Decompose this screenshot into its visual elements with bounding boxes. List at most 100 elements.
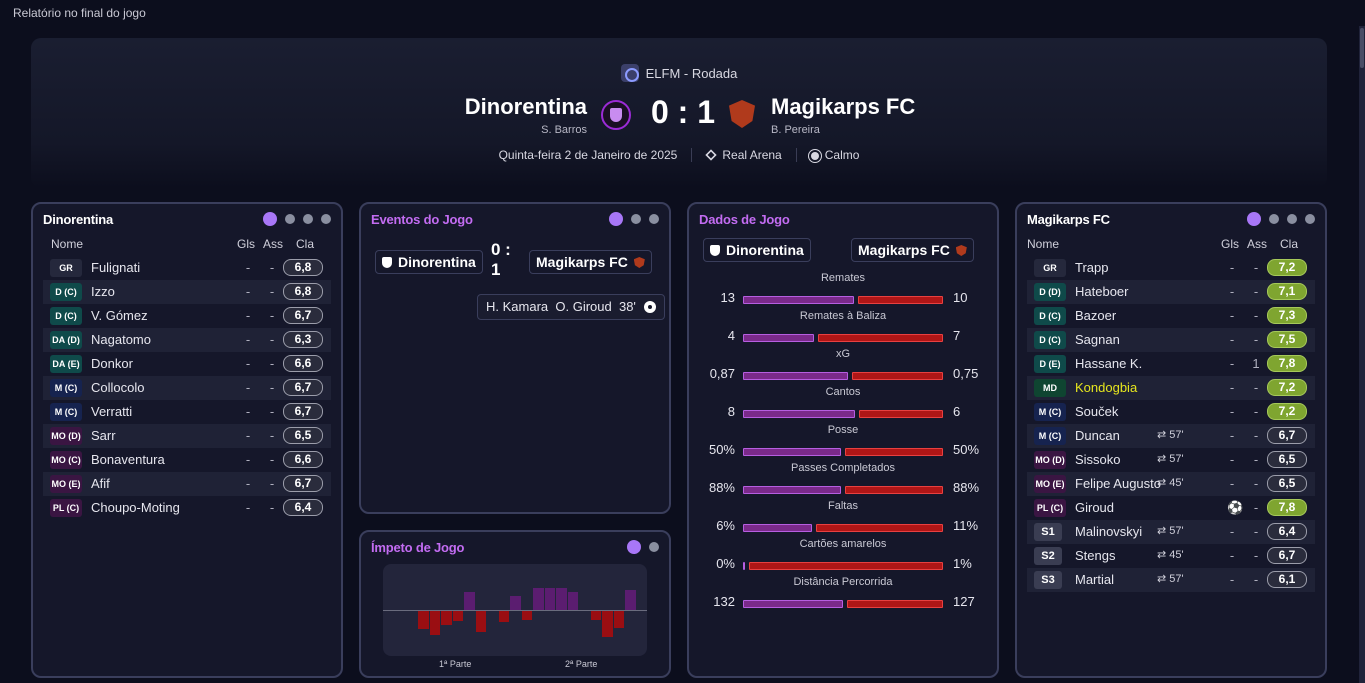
player-row[interactable]: D (C) Izzo - -6,8 bbox=[43, 280, 331, 304]
position-badge: GR bbox=[50, 259, 82, 277]
player-name[interactable]: Duncan bbox=[1075, 428, 1120, 443]
stat-away-value: 127 bbox=[953, 594, 975, 609]
player-row[interactable]: S2 Stengs ⇄ 45' - -6,7 bbox=[1027, 544, 1315, 568]
momentum-bar bbox=[613, 611, 624, 628]
player-row[interactable]: S1 Malinovskyi ⇄ 57' - -6,4 bbox=[1027, 520, 1315, 544]
player-name[interactable]: Hassane K. bbox=[1075, 356, 1143, 371]
player-name[interactable]: Choupo-Moting bbox=[91, 500, 180, 515]
home-team-name[interactable]: Dinorentina bbox=[464, 94, 587, 119]
pager-dot-2[interactable] bbox=[285, 214, 295, 224]
player-row[interactable]: MO (D) Sarr - -6,5 bbox=[43, 424, 331, 448]
pager-dot-1[interactable] bbox=[263, 212, 277, 226]
player-name[interactable]: Bonaventura bbox=[91, 452, 165, 467]
player-name[interactable]: Felipe Augusto bbox=[1075, 476, 1162, 491]
col-rating[interactable]: Cla bbox=[1280, 237, 1299, 251]
pager-dot-2[interactable] bbox=[649, 542, 659, 552]
player-name[interactable]: Giroud bbox=[1075, 500, 1115, 515]
player-name[interactable]: Hateboer bbox=[1075, 284, 1129, 299]
player-name[interactable]: Verratti bbox=[91, 404, 133, 419]
pager-dot-4[interactable] bbox=[321, 214, 331, 224]
player-row[interactable]: MO (E) Felipe Augusto ⇄ 45' - -6,5 bbox=[1027, 472, 1315, 496]
col-name[interactable]: Nome bbox=[51, 237, 84, 251]
player-row[interactable]: D (D) Hateboer - -7,1 bbox=[1027, 280, 1315, 304]
pager-dot-2[interactable] bbox=[1269, 214, 1279, 224]
position-badge: D (C) bbox=[1034, 307, 1066, 325]
player-name[interactable]: Nagatomo bbox=[91, 332, 151, 347]
player-row[interactable]: M (C) Collocolo - -6,7 bbox=[43, 376, 331, 400]
player-name[interactable]: Bazoer bbox=[1075, 308, 1117, 323]
player-row[interactable]: M (C) Verratti - -6,7 bbox=[43, 400, 331, 424]
player-row[interactable]: MD Kondogbia - -7,2 bbox=[1027, 376, 1315, 400]
pager-dot-3[interactable] bbox=[649, 214, 659, 224]
player-name[interactable]: Souček bbox=[1075, 404, 1119, 419]
stat-label: Remates bbox=[820, 272, 866, 284]
player-name[interactable]: Kondogbia bbox=[1075, 380, 1138, 395]
stat-away-bar bbox=[845, 486, 943, 494]
position-badge: MD bbox=[1034, 379, 1066, 397]
scrollbar-thumb[interactable] bbox=[1360, 28, 1364, 68]
player-row[interactable]: GR Trapp - -7,2 bbox=[1027, 256, 1315, 280]
col-assists[interactable]: Ass bbox=[1247, 237, 1268, 251]
away-team-name[interactable]: Magikarps FC bbox=[771, 94, 916, 119]
player-row[interactable]: DA (E) Donkor - -6,6 bbox=[43, 352, 331, 376]
player-name[interactable]: Fulignati bbox=[91, 260, 141, 275]
goal-scorer[interactable]: O. Giroud bbox=[555, 299, 612, 314]
col-name[interactable]: Nome bbox=[1027, 237, 1060, 251]
player-row[interactable]: PL (C) Giroud ⚽ -7,8 bbox=[1027, 496, 1315, 520]
data-home-team[interactable]: Dinorentina bbox=[703, 238, 811, 262]
player-row[interactable]: D (E) Hassane K. - 1 7,8 bbox=[1027, 352, 1315, 376]
home-coach[interactable]: S. Barros bbox=[541, 124, 587, 136]
player-row[interactable]: MO (C) Bonaventura - -6,6 bbox=[43, 448, 331, 472]
player-row[interactable]: M (C) Duncan ⇄ 57' - -6,7 bbox=[1027, 424, 1315, 448]
col-goals[interactable]: Gls bbox=[237, 237, 255, 251]
player-name[interactable]: Izzo bbox=[91, 284, 115, 299]
events-away-team[interactable]: Magikarps FC bbox=[529, 250, 652, 274]
player-row[interactable]: D (C) Bazoer - -7,3 bbox=[1027, 304, 1315, 328]
player-rating: 6,5 bbox=[1267, 475, 1307, 492]
pager-dot-1[interactable] bbox=[609, 212, 623, 226]
window-scrollbar[interactable] bbox=[1359, 26, 1365, 683]
player-name[interactable]: Sagnan bbox=[1075, 332, 1120, 347]
home-crest-icon[interactable] bbox=[601, 100, 631, 130]
player-name[interactable]: Sissoko bbox=[1075, 452, 1121, 467]
player-name[interactable]: Trapp bbox=[1075, 260, 1109, 275]
player-name[interactable]: V. Gómez bbox=[91, 308, 148, 323]
player-row[interactable]: GR Fulignati - -6,8 bbox=[43, 256, 331, 280]
player-row[interactable]: D (C) Sagnan - -7,5 bbox=[1027, 328, 1315, 352]
stadium[interactable]: Real Arena bbox=[691, 148, 795, 162]
pager-dot-2[interactable] bbox=[631, 214, 641, 224]
player-row[interactable]: MO (E) Afif - -6,7 bbox=[43, 472, 331, 496]
player-name[interactable]: Malinovskyi bbox=[1075, 524, 1143, 539]
player-assists: - bbox=[1253, 404, 1259, 419]
player-goals: - bbox=[1229, 284, 1235, 299]
col-rating[interactable]: Cla bbox=[296, 237, 315, 251]
pager-dot-1[interactable] bbox=[1247, 212, 1261, 226]
player-row[interactable]: M (C) Souček - -7,2 bbox=[1027, 400, 1315, 424]
player-row[interactable]: D (C) V. Gómez - -6,7 bbox=[43, 304, 331, 328]
player-name[interactable]: Martial bbox=[1075, 572, 1115, 587]
player-row[interactable]: S3 Martial ⇄ 57' - -6,1 bbox=[1027, 568, 1315, 592]
events-home-team[interactable]: Dinorentina bbox=[375, 250, 483, 274]
stat-away-value: 7 bbox=[953, 328, 961, 343]
goal-event[interactable]: H. Kamara O. Giroud 38' bbox=[477, 294, 665, 320]
pager-dot-1[interactable] bbox=[627, 540, 641, 554]
data-away-team[interactable]: Magikarps FC bbox=[851, 238, 974, 262]
pager-dot-3[interactable] bbox=[1287, 214, 1297, 224]
away-coach[interactable]: B. Pereira bbox=[771, 124, 820, 136]
player-name[interactable]: Afif bbox=[91, 476, 110, 491]
competition[interactable]: ELFM - Rodada bbox=[31, 64, 1327, 82]
col-assists[interactable]: Ass bbox=[263, 237, 284, 251]
goal-assist[interactable]: H. Kamara bbox=[486, 299, 549, 314]
player-name[interactable]: Collocolo bbox=[91, 380, 145, 395]
pager-dot-4[interactable] bbox=[1305, 214, 1315, 224]
col-goals[interactable]: Gls bbox=[1221, 237, 1239, 251]
home-lineup-panel: Dinorentina Nome Gls Ass Cla GR Fulignati… bbox=[31, 202, 343, 678]
player-row[interactable]: PL (C) Choupo-Moting - -6,4 bbox=[43, 496, 331, 520]
player-row[interactable]: MO (D) Sissoko ⇄ 57' - -6,5 bbox=[1027, 448, 1315, 472]
player-name[interactable]: Donkor bbox=[91, 356, 133, 371]
pager-dot-3[interactable] bbox=[303, 214, 313, 224]
away-crest-icon[interactable] bbox=[729, 100, 755, 128]
player-row[interactable]: DA (D) Nagatomo - -6,3 bbox=[43, 328, 331, 352]
player-name[interactable]: Stengs bbox=[1075, 548, 1116, 563]
player-name[interactable]: Sarr bbox=[91, 428, 116, 443]
